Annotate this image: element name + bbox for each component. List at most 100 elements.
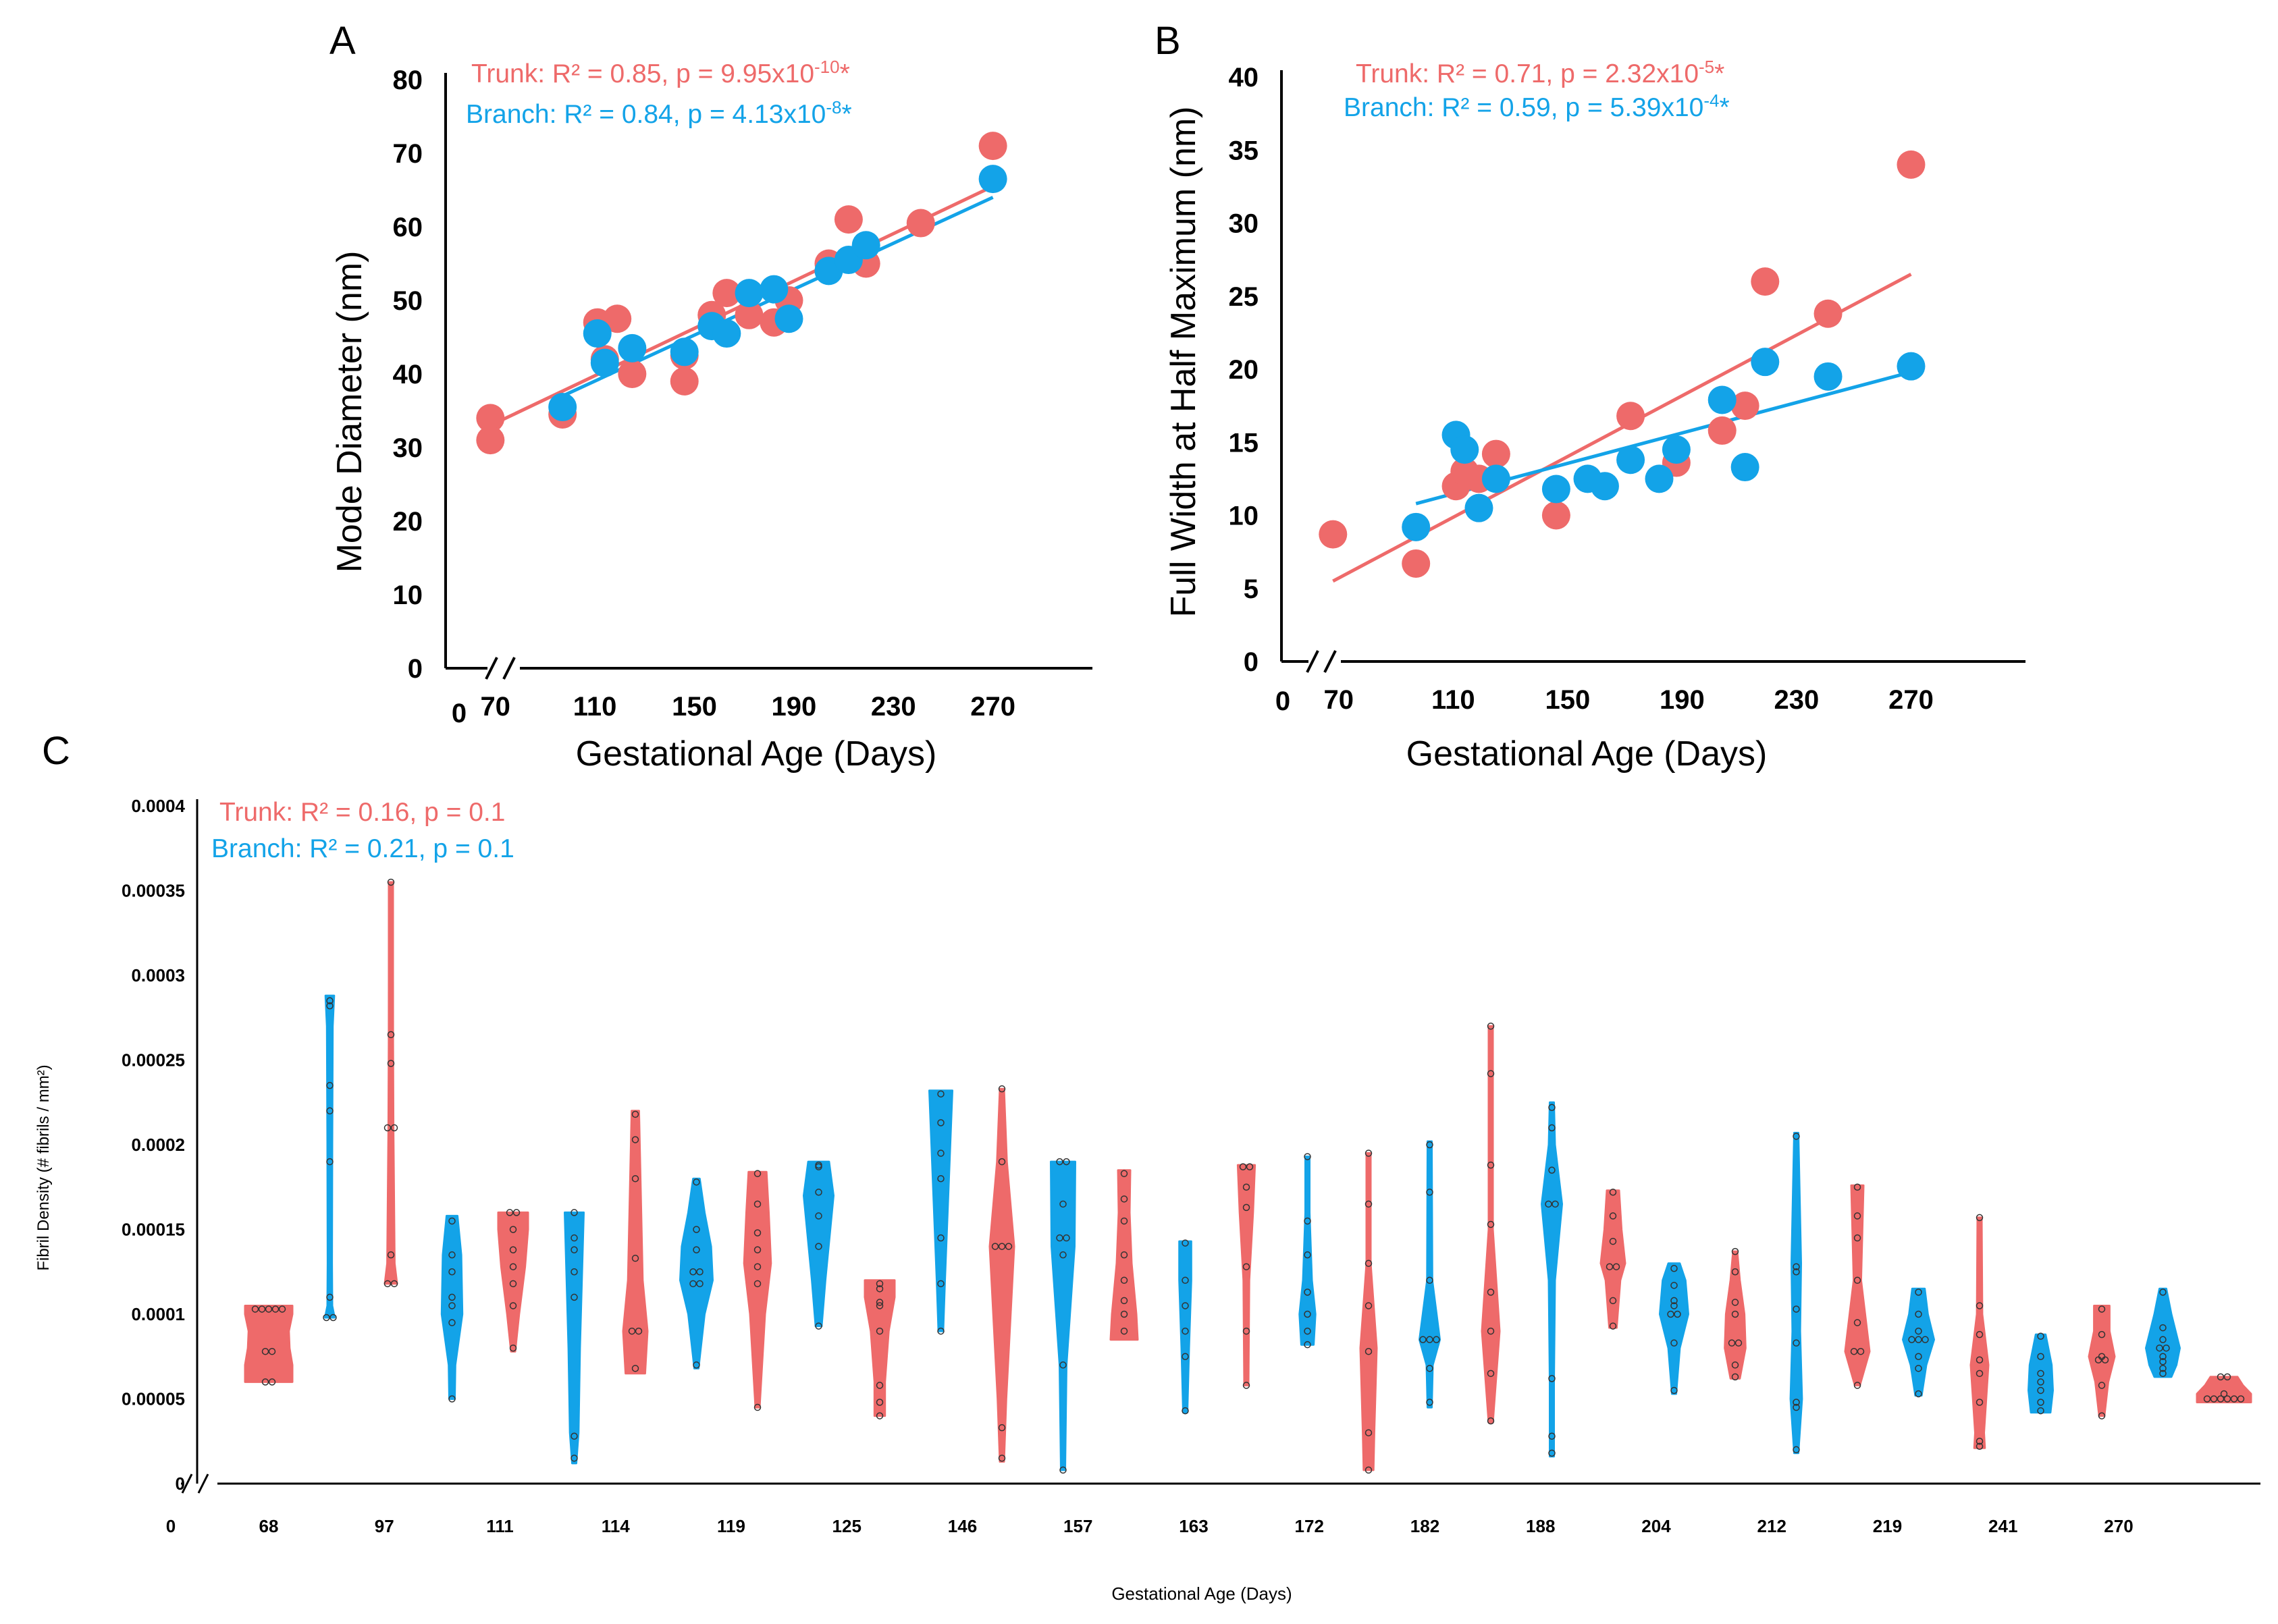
trunk-data-dot	[1976, 1438, 1984, 1445]
branch-data-dot	[1433, 1336, 1440, 1343]
branch-point	[1730, 453, 1759, 482]
branch-data-dot	[937, 1174, 945, 1183]
trunk-data-dot	[1731, 1247, 1739, 1255]
trunk-data-dot	[1853, 1212, 1861, 1220]
branch-data-dot	[1304, 1217, 1311, 1225]
branch-data-dot	[693, 1246, 700, 1253]
y-tick-label: 0.0001	[131, 1304, 185, 1324]
branch-data-dot	[1915, 1336, 1922, 1343]
branch-data-dot	[1793, 1403, 1800, 1411]
trunk-data-dot	[1857, 1347, 1865, 1355]
trunk-data-dot	[509, 1226, 517, 1233]
trunk-data-dot	[1120, 1297, 1128, 1305]
trunk-data-dot	[1487, 1327, 1495, 1335]
branch-point	[774, 304, 803, 333]
trunk-data-dot	[2098, 1382, 2106, 1389]
branch-violin-204	[1659, 1262, 1689, 1395]
x-tick-label: 241	[1988, 1516, 2017, 1536]
trunk-data-dot	[258, 1305, 266, 1313]
branch-data-dot	[815, 1243, 822, 1250]
trunk-data-dot	[390, 1280, 398, 1288]
trunk-data-dot	[876, 1412, 884, 1419]
branch-data-dot	[1548, 1432, 1556, 1440]
trunk-data-dot	[265, 1305, 273, 1313]
panel-a-x-axis-label: Gestational Age (Days)	[576, 734, 937, 774]
branch-data-dot	[1182, 1407, 1189, 1415]
trunk-data-dot	[1609, 1189, 1617, 1196]
branch-point	[1751, 348, 1780, 377]
trunk-data-dot	[2217, 1395, 2225, 1403]
trunk-data-dot	[1850, 1347, 1858, 1355]
x-tick-label: 270	[1888, 685, 1934, 715]
trunk-data-dot	[998, 1243, 1006, 1250]
panel-c-x-axis-label: Gestational Age (Days)	[1111, 1584, 1292, 1604]
branch-data-dot	[2159, 1370, 2167, 1378]
branch-point	[1813, 362, 1843, 391]
branch-data-dot	[1667, 1310, 1674, 1318]
trunk-data-dot	[1853, 1183, 1861, 1191]
trunk-violin-219	[1844, 1184, 1871, 1386]
trunk-data-dot	[2230, 1395, 2238, 1403]
branch-violin-157	[1050, 1160, 1076, 1471]
branch-data-dot	[1182, 1327, 1189, 1335]
trunk-point	[1730, 391, 1759, 421]
panel-b-letter: B	[1155, 19, 1181, 63]
branch-data-dot	[329, 1314, 337, 1322]
branch-point	[1402, 512, 1431, 541]
branch-data-dot	[1793, 1339, 1800, 1347]
trunk-data-dot	[1120, 1217, 1128, 1225]
trunk-data-dot	[1976, 1442, 1984, 1451]
branch-data-dot	[1426, 1189, 1433, 1196]
trunk-data-dot	[1853, 1319, 1861, 1326]
trunk-data-dot	[753, 1263, 762, 1270]
branch-point	[978, 165, 1007, 194]
branch-point	[1616, 445, 1645, 475]
trunk-point	[1481, 439, 1510, 468]
trunk-data-dot	[509, 1246, 517, 1253]
x-tick-label: 270	[970, 692, 1015, 722]
trunk-data-dot	[1365, 1200, 1373, 1208]
y-tick-label: 40	[1229, 63, 1259, 92]
panel-a-legend-branch: Branch: R² = 0.84, p = 4.13x10-8*	[466, 97, 852, 129]
branch-violin-146	[928, 1089, 953, 1332]
branch-data-dot	[689, 1268, 697, 1276]
x-tick-label: 97	[375, 1516, 394, 1536]
trunk-data-dot	[1246, 1163, 1254, 1170]
trunk-data-dot	[1728, 1339, 1736, 1347]
trunk-data-dot	[1487, 1161, 1495, 1169]
axis-break-mark	[1323, 650, 1337, 673]
trunk-point	[476, 404, 505, 433]
trunk-data-dot	[1731, 1361, 1739, 1369]
panel-b-axes	[1280, 70, 2025, 673]
branch-data-dot	[1670, 1339, 1678, 1347]
branch-data-dot	[323, 1314, 330, 1322]
y-tick-label: 80	[393, 65, 423, 95]
trunk-data-dot	[1365, 1260, 1373, 1267]
branch-point	[1707, 385, 1737, 414]
trunk-data-dot	[1365, 1347, 1373, 1355]
trunk-data-dot	[1609, 1237, 1617, 1245]
x-tick-label: 70	[480, 692, 510, 722]
y-tick-label: 0.00015	[122, 1220, 185, 1240]
branch-data-dot	[693, 1178, 700, 1186]
branch-data-dot	[1182, 1276, 1189, 1284]
panel-c-x-tick-zero: 0	[166, 1516, 176, 1536]
panel-b: B Gestational Age (Days) Full Width at H…	[1155, 19, 2025, 774]
branch-violin-114	[564, 1211, 585, 1465]
x-tick-label: 163	[1179, 1516, 1208, 1536]
branch-data-dot	[1545, 1200, 1552, 1208]
panel-a-letter: A	[329, 19, 356, 63]
trunk-data-dot	[1242, 1382, 1250, 1389]
trunk-data-dot	[387, 1251, 395, 1259]
trunk-data-dot	[1242, 1183, 1250, 1191]
trunk-data-dot	[1487, 1289, 1495, 1296]
branch-data-dot	[937, 1327, 945, 1335]
trunk-violin-146	[988, 1087, 1015, 1463]
trunk-data-dot	[261, 1378, 269, 1386]
branch-data-dot	[1793, 1399, 1800, 1406]
trunk-data-dot	[876, 1299, 884, 1306]
branch-data-dot	[1548, 1104, 1556, 1112]
branch-data-dot	[1063, 1234, 1070, 1242]
trunk-data-dot	[1120, 1310, 1128, 1318]
